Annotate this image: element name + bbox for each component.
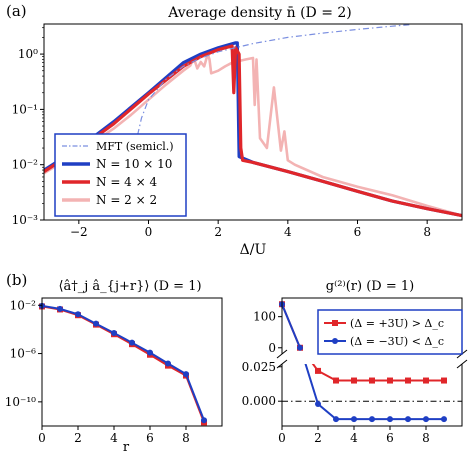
- legend-box-b: [317, 309, 463, 355]
- legend-label: (Δ = −3U) < Δ_c: [350, 335, 444, 348]
- data-point: [75, 311, 81, 318]
- y-tick-label: 10⁻³: [12, 213, 39, 227]
- panel-b-left-title: ⟨â†_j â_{j+r}⟩ (D = 1): [58, 279, 201, 294]
- legend-label: N = 2 × 2: [96, 193, 157, 207]
- panel-b-left-frame: [41, 297, 223, 427]
- x-tick-label: 6: [146, 431, 154, 445]
- data-point: [183, 371, 189, 378]
- series-line-2: [44, 44, 462, 218]
- x-tick-label: 8: [423, 225, 431, 239]
- panel-label-a: (a): [6, 2, 27, 20]
- panel-b-right-legend: (Δ = +3U) > Δ_c (Δ = −3U) < Δ_c: [317, 309, 463, 355]
- data-point: [57, 305, 63, 312]
- x-tick-label: 8: [422, 431, 430, 445]
- y-tick-label: 10⁻⁶: [10, 347, 37, 361]
- panel-a-x-axis-label: Δ/U: [240, 242, 267, 258]
- panel-b-right-y-ticks: 0 100 0.000 0.025: [242, 310, 282, 408]
- x-tick-label: 2: [214, 225, 222, 239]
- x-tick-label: 6: [354, 225, 362, 239]
- panel-label-b: (b): [6, 271, 27, 289]
- panel-a-x-ticks: −2 0 2 4 6 8: [70, 220, 431, 239]
- panel-a: (a) Average density n̄ (D = 2) −2 0 2 4 6 8 1…: [6, 2, 463, 258]
- panel-b-right-x-ticks: 0 2 4 6 8: [278, 426, 430, 445]
- y-tick-label: 10⁻¹: [12, 102, 38, 116]
- legend-marker: [332, 338, 338, 344]
- panel-b-left-x-ticks: 0 2 4 6 8: [38, 426, 190, 445]
- data-point: [387, 416, 393, 423]
- x-tick-label: 4: [110, 431, 118, 445]
- x-tick-label: 2: [74, 431, 82, 445]
- panel-b-left-plot-area: [39, 302, 207, 426]
- x-tick-label: −2: [70, 225, 88, 239]
- panel-a-legend: MFT (semicl.) N = 10 × 10 N = 4 × 4 N = 2 ×…: [54, 133, 187, 217]
- series-line-0: [41, 305, 205, 423]
- y-tick-label: 10⁻¹⁰: [5, 395, 36, 409]
- data-point: [93, 320, 99, 327]
- data-point: [315, 367, 321, 374]
- x-tick-label: 8: [182, 431, 190, 445]
- data-point: [315, 400, 321, 407]
- lower-frame: [281, 364, 463, 427]
- data-point: [297, 344, 303, 351]
- x-tick-label: 6: [386, 431, 394, 445]
- data-point: [351, 377, 357, 384]
- x-tick-label: 0: [278, 431, 286, 445]
- x-tick-label: 0: [145, 225, 153, 239]
- x-tick-label: 0: [38, 431, 46, 445]
- axis-break-mark: [276, 349, 288, 359]
- legend-label: (Δ = +3U) > Δ_c: [350, 317, 444, 330]
- data-point: [405, 416, 411, 423]
- legend-marker: [332, 320, 338, 326]
- data-point: [333, 377, 339, 384]
- panel-b-right-plot-area: [279, 301, 462, 423]
- series-line-upper-1: [282, 303, 301, 349]
- x-tick-label: 2: [314, 431, 322, 445]
- x-tick-label: 4: [284, 225, 292, 239]
- legend-label: N = 10 × 10: [96, 157, 172, 171]
- panel-b-right-title: g⁽²⁾(r) (D = 1): [326, 279, 414, 294]
- data-point: [111, 330, 117, 337]
- data-point: [201, 417, 207, 424]
- data-point: [369, 416, 375, 423]
- data-point: [165, 360, 171, 367]
- panel-a-plot-area: [44, 24, 462, 218]
- y-tick-label: 10⁰: [18, 47, 38, 61]
- y-tick-label: 10⁻²: [10, 298, 37, 312]
- x-tick-label: 4: [350, 431, 358, 445]
- y-tick-label: 0.025: [242, 360, 276, 374]
- data-point: [441, 377, 447, 384]
- panel-b-left-y-ticks: 10⁻² 10⁻⁶ 10⁻¹⁰: [5, 298, 42, 409]
- legend-label: N = 4 × 4: [96, 175, 158, 189]
- y-tick-label: 100: [253, 310, 276, 324]
- y-tick-label: 0: [268, 341, 276, 355]
- axis-break-mark: [456, 359, 468, 369]
- data-point: [129, 339, 135, 346]
- panel-a-title: Average density n̄ (D = 2): [167, 5, 352, 21]
- data-point: [423, 377, 429, 384]
- data-point: [351, 416, 357, 423]
- data-point: [405, 377, 411, 384]
- data-point: [423, 416, 429, 423]
- series-line-0: [134, 24, 410, 149]
- legend-label: MFT (semicl.): [96, 140, 174, 153]
- legend-box: [54, 133, 187, 217]
- panel-a-y-ticks: 10⁻³ 10⁻² 10⁻¹ 10⁰: [12, 27, 44, 227]
- series-line-1: [41, 304, 205, 421]
- y-tick-label: 10⁻²: [12, 158, 39, 172]
- panel-b-left-x-axis-label: r: [123, 440, 130, 455]
- data-point: [369, 377, 375, 384]
- data-point: [333, 416, 339, 423]
- panel-b-right: g⁽²⁾(r) (D = 1) 0 2 4 6 8 0 100 0.000 0.025 (Δ …: [242, 279, 468, 445]
- y-tick-label: 0.000: [242, 394, 276, 408]
- data-point: [441, 416, 447, 423]
- data-point: [147, 349, 153, 356]
- data-point: [387, 377, 393, 384]
